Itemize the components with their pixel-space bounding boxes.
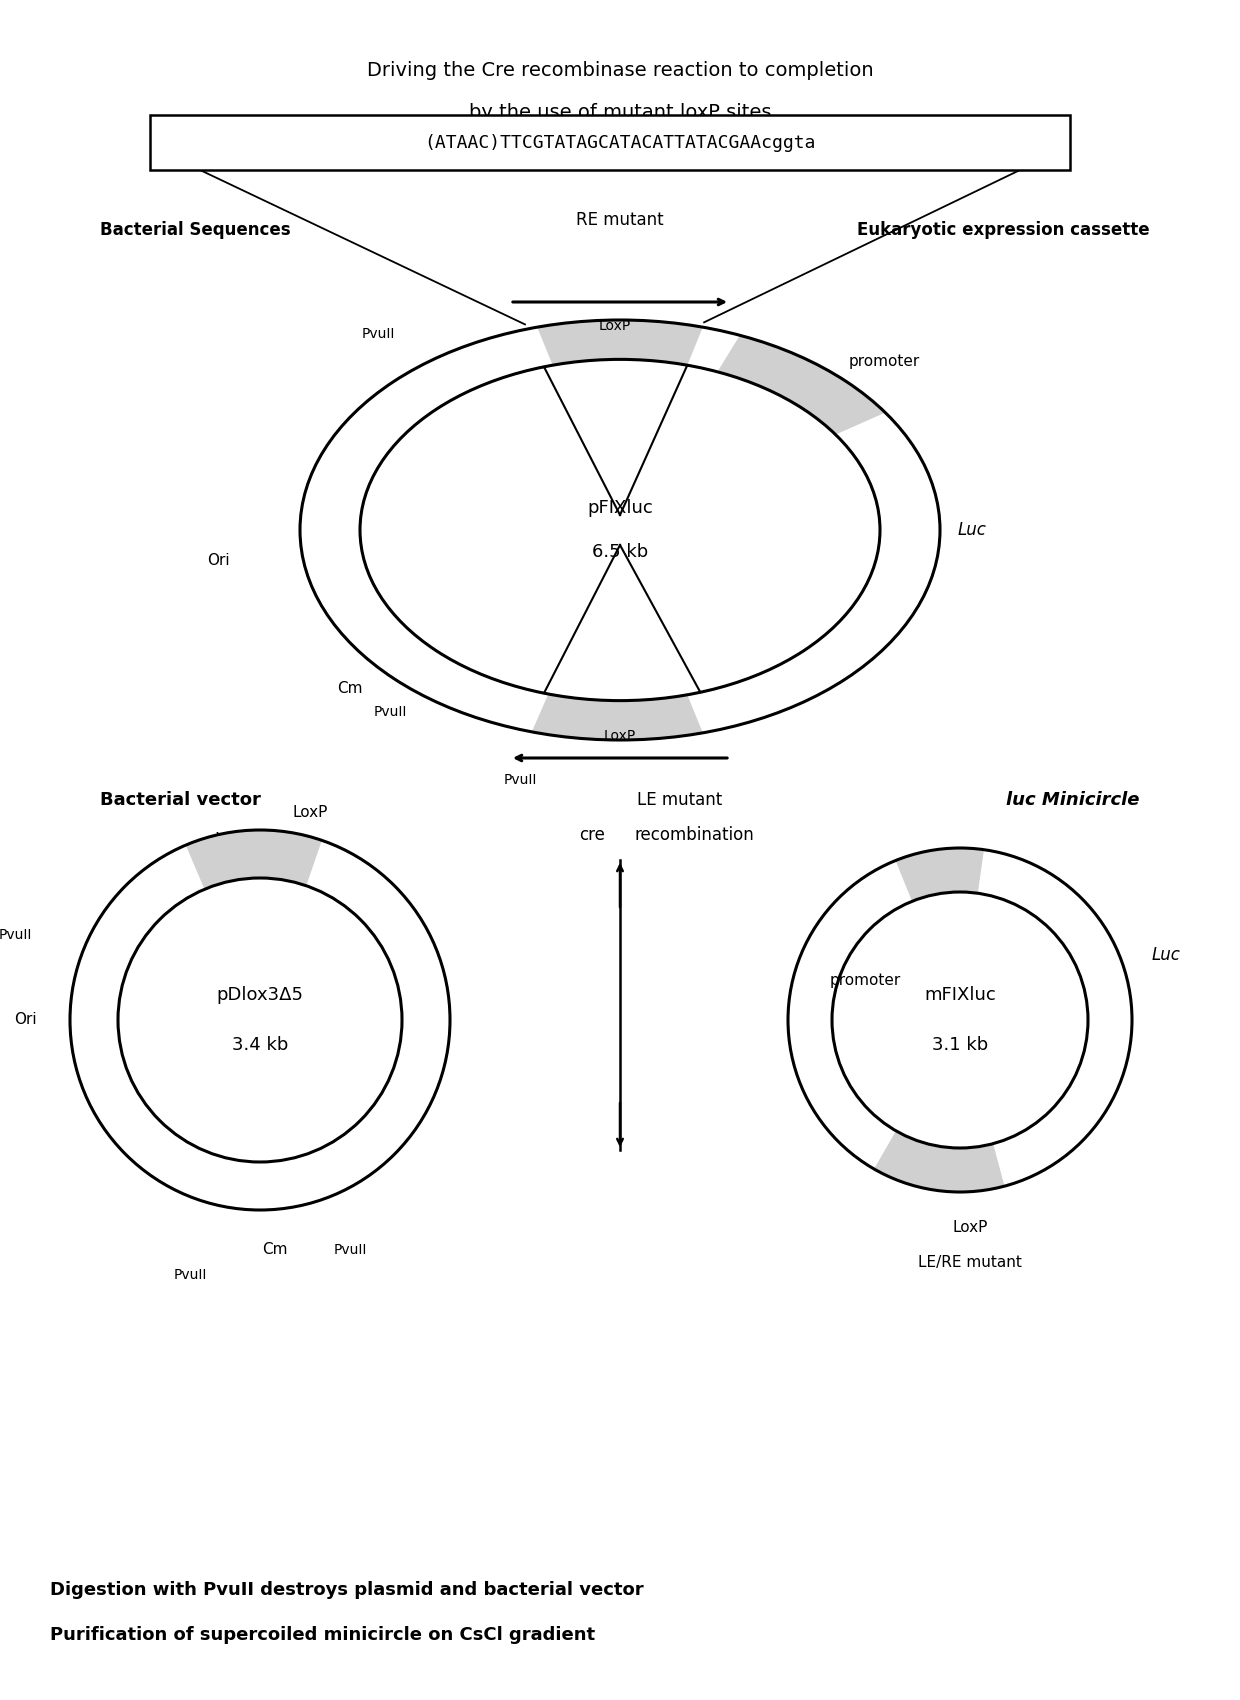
Polygon shape: [300, 330, 539, 729]
Text: cre: cre: [579, 826, 605, 843]
Polygon shape: [309, 842, 450, 1020]
Polygon shape: [687, 692, 724, 733]
Text: RE mutant: RE mutant: [577, 211, 663, 230]
Text: pFIXluc: pFIXluc: [587, 500, 653, 517]
Polygon shape: [527, 692, 719, 740]
Polygon shape: [982, 850, 1132, 1190]
Text: LoxP: LoxP: [952, 1219, 988, 1234]
Text: PvuII: PvuII: [334, 1243, 367, 1256]
Text: PvuII: PvuII: [174, 1268, 207, 1282]
Polygon shape: [300, 476, 384, 619]
Text: Ori: Ori: [14, 1013, 36, 1027]
Text: Cm: Cm: [337, 682, 362, 697]
Text: PvuII: PvuII: [361, 326, 394, 342]
Polygon shape: [394, 651, 531, 728]
Polygon shape: [718, 335, 888, 437]
Polygon shape: [69, 940, 138, 1115]
Polygon shape: [527, 320, 703, 367]
Text: Purification of supercoiled minicircle on CsCl gradient: Purification of supercoiled minicircle o…: [50, 1625, 595, 1644]
FancyBboxPatch shape: [150, 116, 1070, 170]
Polygon shape: [993, 1020, 1132, 1187]
Text: PvuII: PvuII: [503, 774, 537, 787]
Polygon shape: [138, 1129, 277, 1210]
Text: LoxP: LoxP: [599, 320, 631, 333]
Text: Driving the Cre recombinase reaction to completion: Driving the Cre recombinase reaction to …: [367, 61, 873, 80]
Polygon shape: [874, 1130, 1004, 1192]
Text: LoxP: LoxP: [293, 804, 327, 819]
Text: Bacterial Sequences: Bacterial Sequences: [100, 221, 290, 240]
Text: recombination: recombination: [635, 826, 755, 843]
Text: PvuII: PvuII: [0, 928, 32, 942]
Text: luc Minicircle: luc Minicircle: [1007, 790, 1140, 809]
Text: promoter: promoter: [830, 972, 900, 988]
Polygon shape: [180, 830, 325, 891]
Text: Ori: Ori: [207, 552, 229, 568]
Polygon shape: [516, 326, 553, 369]
Polygon shape: [888, 848, 990, 904]
Text: Eukaryotic expression cassette: Eukaryotic expression cassette: [857, 221, 1149, 240]
Text: 6.5 kb: 6.5 kb: [591, 542, 649, 561]
Text: PvuII: PvuII: [373, 706, 407, 719]
Text: Luc: Luc: [1152, 945, 1180, 964]
Text: Bacterial vector: Bacterial vector: [100, 790, 260, 809]
Polygon shape: [787, 864, 906, 1170]
Polygon shape: [511, 690, 548, 733]
Text: 3.4 kb: 3.4 kb: [232, 1035, 288, 1054]
Text: promoter: promoter: [848, 354, 919, 369]
Polygon shape: [701, 330, 940, 724]
Polygon shape: [978, 850, 996, 894]
Text: (ATAAC)TTCGTATAGCATACATTATACGAAcggta: (ATAAC)TTCGTATAGCATACATTATACGAAcggta: [424, 134, 816, 151]
Polygon shape: [174, 845, 205, 894]
Polygon shape: [789, 848, 1132, 1192]
Text: Wild type: Wild type: [216, 831, 294, 848]
Polygon shape: [306, 840, 335, 889]
Text: Digestion with PvuII destroys plasmid and bacterial vector: Digestion with PvuII destroys plasmid an…: [50, 1581, 644, 1600]
Text: pDlox3Δ5: pDlox3Δ5: [217, 986, 304, 1005]
Text: 3.1 kb: 3.1 kb: [932, 1035, 988, 1054]
Text: Luc: Luc: [959, 520, 987, 539]
Text: mFIXluc: mFIXluc: [924, 986, 996, 1005]
Polygon shape: [69, 848, 450, 1210]
Text: LE mutant: LE mutant: [637, 790, 723, 809]
Text: LoxP: LoxP: [604, 729, 636, 743]
Text: LE/RE mutant: LE/RE mutant: [918, 1255, 1022, 1270]
Polygon shape: [869, 860, 913, 911]
Polygon shape: [263, 1161, 277, 1210]
Text: Cm: Cm: [262, 1243, 288, 1258]
Polygon shape: [836, 413, 897, 445]
Polygon shape: [71, 830, 450, 1210]
Text: by the use of mutant loxP sites: by the use of mutant loxP sites: [469, 102, 771, 121]
Polygon shape: [300, 320, 940, 740]
